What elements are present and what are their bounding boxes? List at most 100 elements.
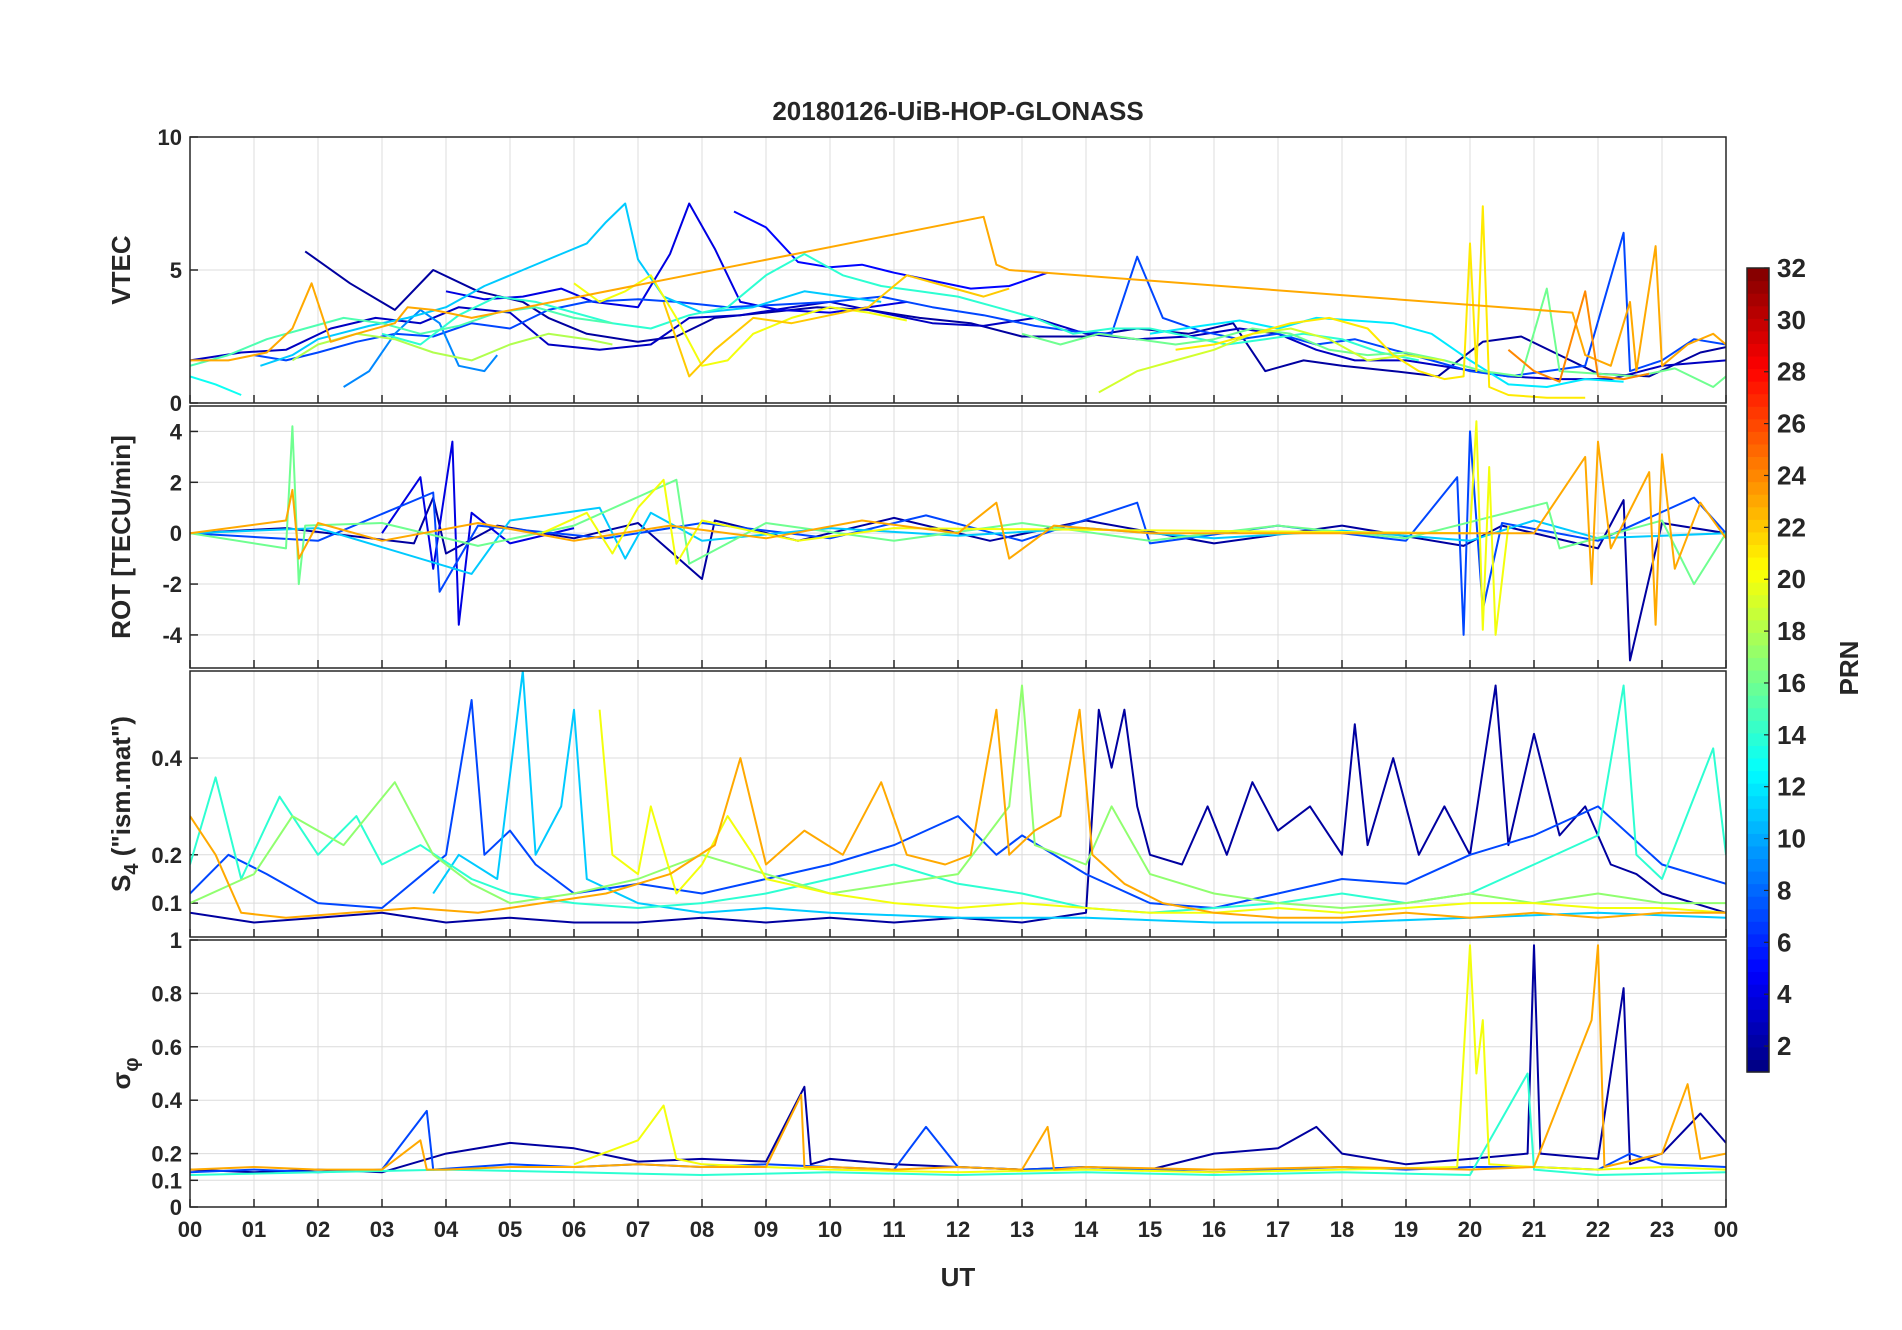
series-prn-16: [190, 425, 1726, 586]
y-tick-label: 0.2: [151, 843, 182, 868]
colorbar-label: PRN: [1834, 641, 1864, 696]
colorbar-segment: [1747, 808, 1769, 822]
series-prn-12: [1149, 316, 1624, 388]
colorbar-segment: [1747, 908, 1769, 922]
x-tick-label: 00: [1714, 1217, 1738, 1242]
panel-sigma_phi: 00.10.2 0.4 0.6 0.8 1 σφ: [106, 928, 1727, 1220]
series-prn-23: [190, 944, 1726, 1171]
x-tick-label: 02: [306, 1217, 330, 1242]
colorbar-segment: [1747, 280, 1769, 294]
colorbar-segment: [1747, 745, 1769, 759]
colorbar-tick-label: 30: [1777, 305, 1806, 335]
y-axis-label: VTEC: [106, 235, 136, 305]
colorbar-segment: [1747, 757, 1769, 772]
colorbar-segment: [1747, 531, 1769, 545]
y-tick-label: 0.1: [151, 1168, 182, 1193]
colorbar-segment: [1747, 732, 1769, 746]
colorbar-segment: [1747, 971, 1769, 985]
colorbar-segment: [1747, 682, 1769, 696]
y-tick-label: 2: [170, 470, 182, 495]
y-tick-label: 0.4: [151, 746, 182, 771]
colorbar-segment: [1747, 1059, 1769, 1073]
colorbar-tick-label: 22: [1777, 512, 1806, 542]
traces-vtec: [190, 202, 1726, 399]
colorbar-segment: [1747, 783, 1769, 797]
y-tick-label: 0.6: [151, 1035, 182, 1060]
colorbar-segment: [1747, 318, 1769, 332]
series-prn-11: [432, 671, 1726, 924]
x-tick-label: 14: [1074, 1217, 1099, 1242]
colorbar-segment: [1747, 418, 1769, 432]
colorbar-tick-label: 18: [1777, 616, 1806, 646]
y-axis-label: ROT [TECU/min]: [106, 435, 136, 639]
traces-sigma_phi: [190, 944, 1726, 1176]
series-prn-23: [190, 440, 1726, 626]
colorbar-segment: [1747, 933, 1769, 947]
colorbar-segment: [1747, 657, 1769, 671]
series-prn-15: [190, 306, 613, 367]
y-axis-label: S4 ("ism.mat"): [106, 716, 143, 892]
y-tick-label: 1: [170, 928, 182, 953]
colorbar-tick-label: 24: [1777, 460, 1806, 490]
series-prn-23: [190, 708, 1726, 919]
x-tick-label: 21: [1522, 1217, 1546, 1242]
colorbar-tick-label: 12: [1777, 772, 1806, 802]
panel-s4: 0.1 0.2 0.4 S4 ("ism.mat"): [106, 670, 1727, 938]
colorbar-tick-label: 28: [1777, 357, 1806, 387]
colorbar-segment: [1747, 406, 1769, 420]
series-prn-14: [381, 253, 1420, 362]
colorbar-segment: [1747, 594, 1769, 608]
colorbar-segment: [1747, 883, 1769, 897]
x-tick-label: 11: [882, 1217, 905, 1242]
x-tick-label: 23: [1650, 1217, 1674, 1242]
colorbar-segment: [1747, 443, 1769, 458]
colorbar-segment: [1747, 707, 1769, 721]
colorbar-segment: [1747, 996, 1769, 1010]
colorbar-segment: [1747, 896, 1769, 910]
colorbar-segment: [1747, 1046, 1769, 1061]
y-tick-label: 4: [170, 419, 183, 444]
series-prn-2: [190, 496, 1726, 662]
colorbar-segment: [1747, 795, 1769, 809]
colorbar-tick-label: 6: [1777, 927, 1791, 957]
colorbar-segment: [1747, 619, 1769, 633]
colorbar-segment: [1747, 984, 1769, 998]
x-tick-label: 00: [178, 1217, 202, 1242]
colorbar-segment: [1747, 695, 1769, 709]
series-prn-20: [573, 274, 908, 367]
x-tick-label: 06: [562, 1217, 586, 1242]
colorbar-segment: [1747, 1021, 1769, 1035]
x-tick-label: 15: [1138, 1217, 1162, 1242]
series-prn-13: [190, 375, 242, 396]
series-prn-24: [1507, 290, 1650, 383]
colorbar-segment: [1747, 569, 1769, 583]
series-prn-2: [190, 684, 1726, 924]
colorbar-segment: [1747, 481, 1769, 495]
colorbar-segment: [1747, 670, 1769, 684]
colorbar-segment: [1747, 431, 1769, 445]
colorbar-segment: [1747, 330, 1769, 344]
x-tick-label: 20: [1458, 1217, 1482, 1242]
colorbar-segment: [1747, 958, 1769, 973]
colorbar-frame: [1746, 267, 1770, 1073]
traces-s4: [190, 671, 1726, 924]
x-tick-label: 12: [946, 1217, 970, 1242]
traces-rot: [190, 420, 1726, 662]
colorbar-segment: [1747, 469, 1769, 483]
colorbar-segment: [1747, 556, 1769, 571]
series-prn-9: [343, 308, 498, 388]
x-tick-label: 09: [754, 1217, 778, 1242]
colorbar-segment: [1747, 833, 1769, 847]
panel-rot: -4 -2 0 2 4 ROT [TECU/min]: [106, 405, 1727, 669]
colorbar-segment: [1747, 343, 1769, 357]
colorbar-segment: [1747, 544, 1769, 558]
y-tick-label: 5: [170, 258, 182, 283]
colorbar-tick-label: 32: [1777, 253, 1806, 283]
colorbar-segment: [1747, 1009, 1769, 1023]
y-tick-label: -2: [162, 572, 182, 597]
colorbar-tick-label: 20: [1777, 564, 1806, 594]
x-tick-label: 22: [1586, 1217, 1610, 1242]
series-prn-19: [1098, 327, 1445, 394]
